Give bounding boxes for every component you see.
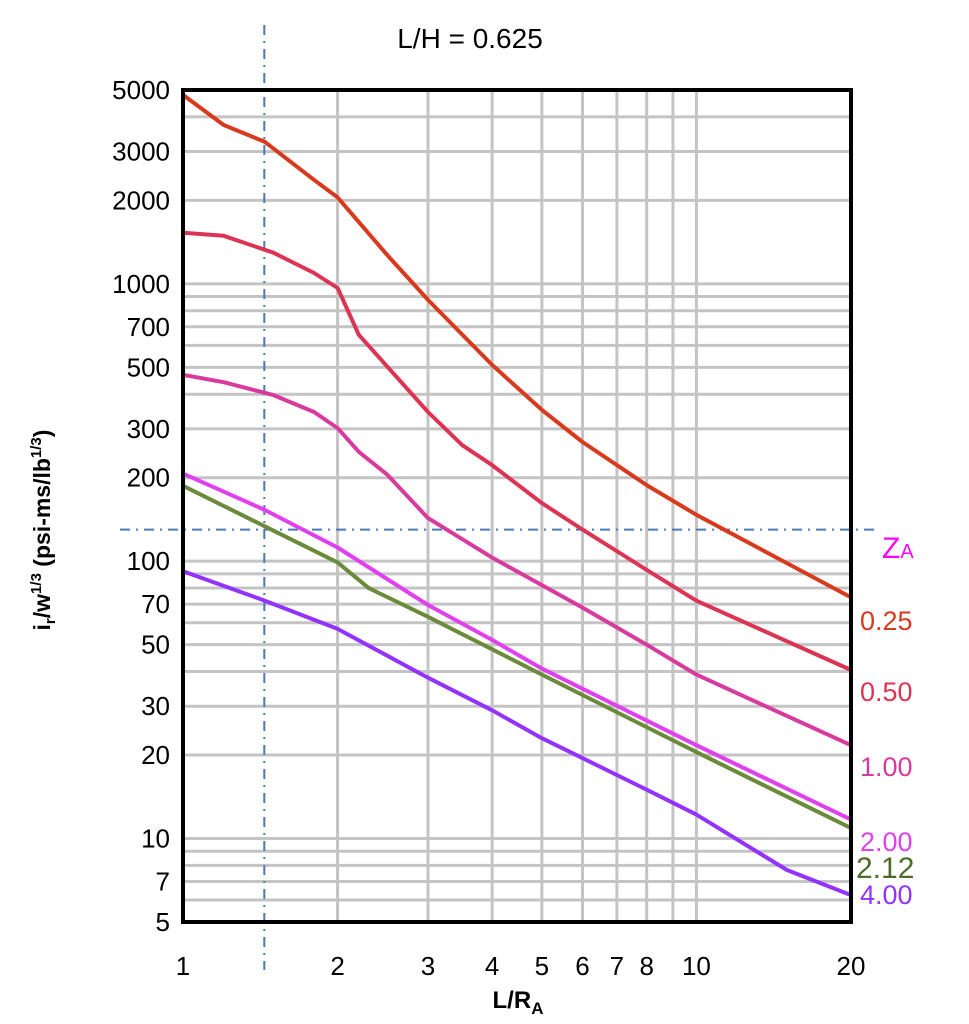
series-line-1.00 (182, 372, 852, 748)
legend-label-0.25: 0.25 (860, 606, 913, 636)
legend-label-2.12: 2.12 (856, 852, 914, 885)
x-tick-label: 5 (535, 951, 549, 981)
series-lines (181, 93, 852, 897)
y-tick-labels: 5000 3000 2000 1000 700 500 300 200 100 70 50 30 20 1… (112, 75, 170, 937)
x-tick-label: 7 (610, 951, 624, 981)
y-tick-label: 3000 (112, 137, 170, 167)
y-tick-label: 100 (127, 546, 170, 576)
legend-label-0.50: 0.50 (860, 677, 913, 707)
y-tick-label: 5 (156, 907, 170, 937)
y-tick-label: 20 (141, 740, 170, 770)
x-tick-label: 3 (421, 951, 435, 981)
y-tick-label: 2000 (112, 185, 170, 215)
x-tick-label: 10 (682, 951, 711, 981)
y-tick-label: 30 (141, 691, 170, 721)
series-line-2.12 (182, 484, 852, 830)
plot-frame (181, 88, 853, 924)
x-tick-labels: 1 2 3 4 5 6 7 8 10 20 (176, 951, 866, 981)
series-line-0.25 (181, 93, 852, 600)
x-tick-label: 20 (837, 951, 866, 981)
series-line-2.00 (182, 471, 852, 822)
y-tick-label: 200 (127, 463, 170, 493)
y-tick-label: 50 (141, 630, 170, 660)
y-tick-label: 300 (127, 414, 170, 444)
y-tick-label: 500 (127, 352, 170, 382)
x-tick-label: 8 (639, 951, 653, 981)
series-line-4.00 (182, 569, 852, 897)
y-tick-label: 70 (141, 589, 170, 619)
x-tick-label: 4 (485, 951, 499, 981)
x-tick-label: 2 (330, 951, 344, 981)
legend-title: ZA (882, 532, 914, 565)
x-tick-label: 1 (176, 951, 190, 981)
grid (183, 90, 851, 922)
y-tick-label: 1000 (112, 269, 170, 299)
y-tick-label: 5000 (112, 75, 170, 105)
x-axis-label: L/RA (493, 987, 544, 1018)
x-tick-label: 6 (575, 951, 589, 981)
chart-title: L/H = 0.625 (397, 23, 543, 54)
svg-text:ir/w1/3 (psi-ms/lb1/3): ir/w1/3 (psi-ms/lb1/3) (28, 430, 59, 631)
series-line-0.50 (182, 230, 852, 672)
reference-lines (120, 25, 880, 970)
y-tick-label: 10 (141, 824, 170, 854)
y-tick-label: 7 (156, 866, 170, 896)
legend-label-2.00: 2.00 (860, 827, 913, 857)
legend-label-1.00: 1.00 (860, 752, 913, 782)
legend-label-4.00: 4.00 (860, 880, 913, 910)
y-tick-label: 700 (127, 312, 170, 342)
legend: ZA 0.25 0.50 1.00 2.002.124.00 (856, 532, 914, 910)
y-axis-label: ir/w1/3 (psi-ms/lb1/3) (28, 430, 59, 631)
